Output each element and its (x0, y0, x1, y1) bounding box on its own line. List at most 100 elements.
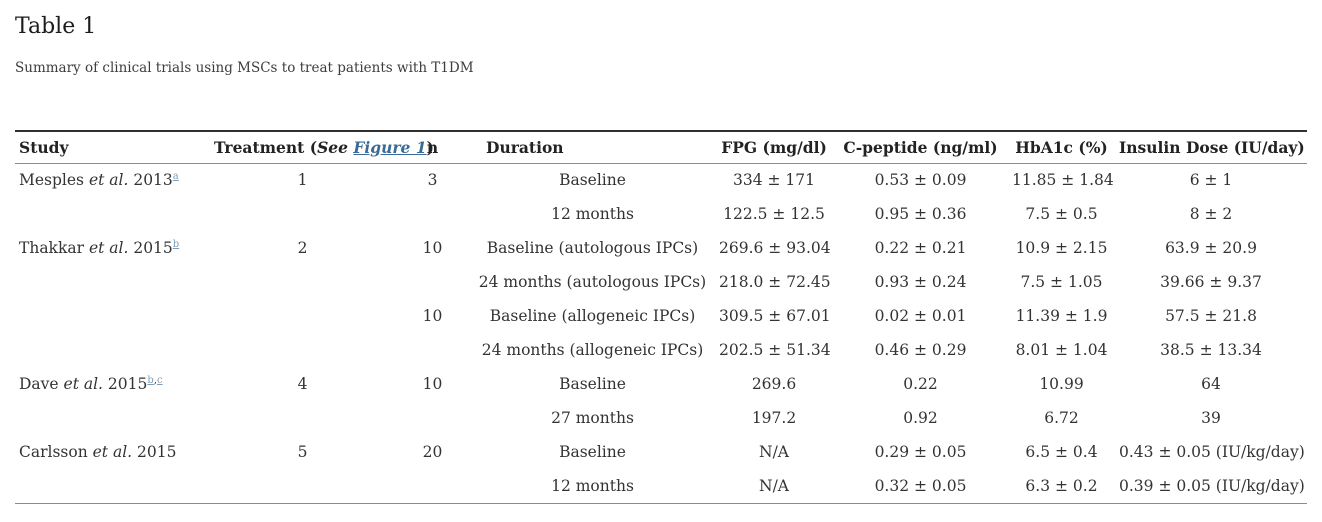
cell-n (395, 401, 470, 435)
footnote-link-a[interactable]: a (172, 171, 179, 183)
cell-fpg: N/A (759, 443, 789, 462)
table-caption: Summary of clinical trials using MSCs to… (15, 59, 474, 76)
cell-cpeptide: 0.53 ± 0.09 (874, 171, 967, 190)
cell-treatment: 5 (297, 443, 308, 462)
header-row: Study Treatment (See Figure 1) n Duratio… (15, 130, 1307, 164)
footnote-link-b[interactable]: b (147, 375, 154, 387)
cell-study: Carlsson et al. 2015 (15, 435, 210, 469)
col-header-insulin: Insulin Dose (IU/day) (1115, 130, 1307, 164)
table-row: 12 months N/A 0.32 ± 0.05 6.3 ± 0.2 0.39 ± 0… (15, 469, 1307, 504)
cell-n: 3 (427, 171, 438, 190)
cell-fpg: 197.2 (751, 409, 797, 428)
study-name: Dave (19, 375, 64, 394)
study-etal: et al. (88, 171, 129, 190)
col-header-fpg: FPG (mg/dl) (715, 130, 833, 164)
cell-hba1c: 11.39 ± 1.9 (1015, 307, 1108, 326)
footnote-link-c[interactable]: c (156, 375, 163, 387)
table-page: Table 1 Summary of clinical trials using… (0, 12, 1322, 504)
col-header-cpeptide: C-peptide (ng/ml) (833, 130, 1008, 164)
cell-fpg: 269.6 ± 93.04 (719, 239, 831, 258)
cell-duration: Baseline (559, 443, 626, 462)
cell-hba1c: 6.5 ± 0.4 (1025, 443, 1098, 462)
cell-cpeptide: 0.29 ± 0.05 (874, 443, 967, 462)
cell-duration: Baseline (559, 171, 626, 190)
sup-comma: , (153, 375, 157, 387)
cell-fpg: 309.5 ± 67.01 (719, 307, 831, 326)
table-row: 27 months 197.2 0.92 6.72 39 (15, 401, 1307, 435)
footnote-sup: a (173, 171, 179, 182)
cell-insulin: 6 ± 1 (1189, 171, 1233, 190)
cell-insulin: 39.66 ± 9.37 (1160, 273, 1262, 292)
cell-n (395, 333, 470, 367)
cell-study (15, 299, 210, 333)
cell-cpeptide: 0.02 ± 0.01 (874, 307, 967, 326)
cell-cpeptide: 0.22 ± 0.21 (874, 239, 967, 258)
cell-fpg: N/A (715, 469, 833, 504)
cell-duration: 27 months (551, 409, 634, 428)
cell-n (395, 197, 470, 231)
footnote-link-b[interactable]: b (172, 239, 180, 251)
study-name: Mesples (19, 171, 89, 190)
cell-duration: Baseline (allogeneic IPCs) (489, 307, 696, 326)
col-header-hba1c: HbA1c (%) (1008, 130, 1115, 164)
cell-cpeptide: 0.46 ± 0.29 (874, 341, 967, 360)
cell-treatment: 1 (297, 171, 308, 190)
cell-study (15, 333, 210, 367)
cell-fpg: 202.5 ± 51.34 (719, 341, 831, 360)
study-year: 2015 (132, 443, 177, 462)
cell-treatment (210, 469, 395, 504)
table-row: 24 months (allogeneic IPCs) 202.5 ± 51.34… (15, 333, 1307, 367)
table-body: Mesples et al. 2013a 1 3 Baseline 334 ± 171 0… (15, 163, 1307, 504)
cell-study (15, 265, 210, 299)
cell-study: Thakkar et al. 2015b (15, 231, 210, 265)
col-header-n: n (395, 130, 470, 164)
cell-n: 20 (422, 443, 443, 462)
table-title: Table 1 (15, 14, 97, 39)
footnote-sup: b (173, 239, 179, 250)
cell-insulin: 57.5 ± 21.8 (1165, 307, 1257, 326)
cell-treatment (210, 265, 395, 299)
cell-n (395, 265, 470, 299)
cell-insulin: 64 (1201, 375, 1221, 394)
cell-cpeptide: 0.92 (903, 409, 938, 428)
cell-insulin: 8 ± 2 (1189, 205, 1233, 224)
cell-duration: 12 months (551, 205, 634, 224)
study-year: 2015 (103, 375, 148, 394)
table-row: Carlsson et al. 2015 5 20 Baseline N/A 0.29 ±… (15, 435, 1307, 469)
cell-duration: 24 months (allogeneic IPCs) (481, 341, 704, 360)
study-etal: et al. (88, 239, 129, 258)
table-row: Thakkar et al. 2015b 2 10 Baseline (autolog… (15, 231, 1307, 265)
cell-hba1c: 10.9 ± 2.15 (1015, 239, 1108, 258)
cell-cpeptide: 0.93 ± 0.24 (874, 273, 967, 292)
study-year: 2015 (128, 239, 173, 258)
cell-fpg: 334 ± 171 (732, 171, 815, 190)
col-header-study: Study (15, 130, 210, 164)
figure-1-link[interactable]: Figure 1 (353, 137, 427, 157)
cell-cpeptide: 0.22 (903, 375, 938, 394)
table-row: Mesples et al. 2013a 1 3 Baseline 334 ± 171 0… (15, 163, 1307, 197)
study-name: Thakkar (19, 239, 89, 258)
cell-treatment (210, 299, 395, 333)
cell-hba1c: 11.85 ± 1.84 (1012, 171, 1114, 190)
cell-duration: 12 months (470, 469, 715, 504)
cell-fpg: 218.0 ± 72.45 (719, 273, 831, 292)
cell-cpeptide: 0.32 ± 0.05 (833, 469, 1008, 504)
cell-hba1c: 7.5 ± 0.5 (1025, 205, 1098, 224)
cell-n (395, 469, 470, 504)
cell-fpg: 269.6 (751, 375, 797, 394)
cell-duration: 24 months (autologous IPCs) (478, 273, 707, 292)
cell-treatment: 2 (297, 239, 308, 258)
cell-treatment (210, 333, 395, 367)
footnote-sup: b,c (147, 375, 162, 386)
cell-cpeptide: 0.95 ± 0.36 (874, 205, 967, 224)
cell-study: Dave et al. 2015b,c (15, 367, 210, 401)
clinical-trials-table: Study Treatment (See Figure 1) n Duratio… (15, 130, 1307, 504)
cell-fpg: 122.5 ± 12.5 (723, 205, 825, 224)
cell-insulin: 63.9 ± 20.9 (1165, 239, 1257, 258)
treatment-header-see: See (317, 137, 348, 157)
cell-treatment (210, 401, 395, 435)
cell-duration: Baseline (autologous IPCs) (486, 239, 699, 258)
cell-hba1c: 6.72 (1044, 409, 1079, 428)
table-row: Dave et al. 2015b,c 4 10 Baseline 269.6 0.22 1… (15, 367, 1307, 401)
cell-study (15, 401, 210, 435)
